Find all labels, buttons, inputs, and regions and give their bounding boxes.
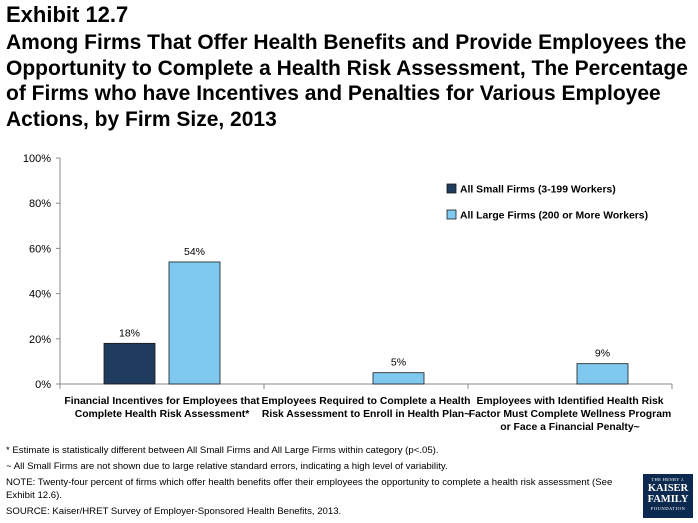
x-tick-label: Risk Assessment to Enroll in Health Plan… [262,409,470,420]
x-tick-label: Employees Required to Complete a Health [261,396,470,407]
x-tick-label: Complete Health Risk Assessment* [75,409,251,420]
y-tick-label: 20% [29,334,51,346]
footnote-source: SOURCE: Kaiser/HRET Survey of Employer-S… [6,506,342,517]
x-tick-label: Financial Incentives for Employees that [64,396,260,407]
footnote-significance: * Estimate is statistically different be… [6,445,439,456]
data-label: 54% [184,246,205,258]
bar [576,363,629,385]
y-tick-label: 100% [23,153,51,165]
x-tick-label: or Face a Financial Penalty~ [500,422,639,433]
y-tick-label: 80% [29,198,51,210]
bar-chart: 0% 20% 40% 60% 80% 100% 18% 54% Financial Incent… [23,153,673,433]
data-label: 5% [391,357,406,369]
x-tick-label: Employees with Identified Health Risk [476,396,663,407]
data-label: 18% [119,327,140,339]
data-label: 9% [595,348,610,360]
footnotes: * Estimate is statistically different be… [6,444,632,521]
footnote-note: NOTE: Twenty-four percent of firms which… [6,477,613,501]
chart-title: Among Firms That Offer Health Benefits a… [6,31,688,131]
legend-label: All Large Firms (200 or More Workers) [460,211,648,222]
legend-swatch [446,183,457,194]
kff-logo: THE HENRY J. KAISER FAMILY FOUNDATION [643,474,693,518]
legend-label: All Small Firms (3-199 Workers) [460,185,616,196]
x-tick-label: Factor Must Complete Wellness Program [469,409,671,420]
exhibit-label: Exhibit 12.7 [6,2,129,27]
bar [103,342,156,385]
y-tick-label: 60% [29,243,51,255]
legend-swatch [446,209,457,220]
bar [372,372,425,385]
y-tick-label: 0% [35,379,51,391]
bar [168,261,221,385]
y-tick-label: 40% [29,289,51,301]
footnote-variability: ~ All Small Firms are not shown due to l… [6,461,448,472]
